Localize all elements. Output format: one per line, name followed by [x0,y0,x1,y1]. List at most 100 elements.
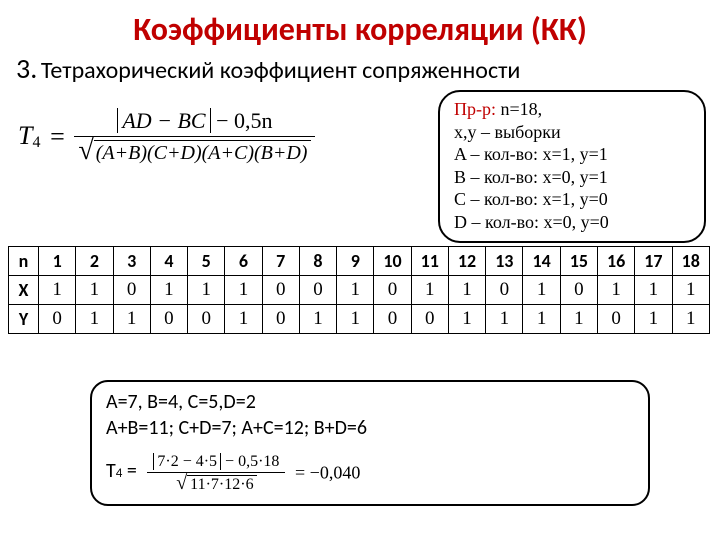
col-header: 7 [262,247,299,276]
legend-line-pr: Пр-р: n=18, [454,98,692,121]
cell: 0 [150,305,187,334]
equals-sign: = [44,122,71,152]
cell: 1 [523,305,560,334]
cell: 0 [597,305,634,334]
sqrt-icon: √ [176,475,187,494]
cell: 1 [39,276,76,305]
cell: 1 [337,305,374,334]
col-header: 4 [150,247,187,276]
formula-fraction: AD − BC − 0,5n √ (A+B)(C+D)(A+C)(B+D) [74,106,315,167]
cell: 1 [76,305,113,334]
cell: 0 [262,305,299,334]
cell: 1 [299,305,336,334]
formula-subscript: 4 [32,134,40,151]
legend-line: D – кол-во: x=0, y=0 [454,211,692,234]
section-text: Тетрахорический коэффициент сопряженност… [41,56,520,85]
cell: 0 [374,276,411,305]
legend-line: B – кол-во: x=0, y=1 [454,166,692,189]
row-header-n: n [9,247,39,276]
table-row-header: n 1 2 3 4 5 6 7 8 9 10 11 12 13 14 15 16… [9,247,710,276]
col-header: 11 [411,247,448,276]
calc-abs: 7·2 − 4·5 [153,453,221,470]
calc-numerator: 7·2 − 4·5 − 0,5·18 [147,452,285,473]
legend-line: x,y – выборки [454,121,692,144]
formula-numerator: AD − BC − 0,5n [74,106,315,137]
cell: 1 [448,276,485,305]
legend-line: A – кол-во: x=1, y=1 [454,143,692,166]
legend-box: Пр-р: n=18, x,y – выборки A – кол-во: x=… [438,90,706,243]
col-header: 13 [486,247,523,276]
calc-line-3: Т4 = 7·2 − 4·5 − 0,5·18 √ 11·7·12·6 = −0… [106,452,634,494]
page-title: Коэффициенты корреляции (КК) [0,0,720,51]
calc-denominator: √ 11·7·12·6 [147,473,285,494]
num-tail: − 0,5n [211,108,273,133]
section-subtitle: 3. Тетрахорический коэффициент сопряженн… [0,51,720,88]
table-row-x: X 1 1 0 1 1 1 0 0 1 0 1 1 0 1 0 1 1 1 [9,276,710,305]
legend-line: C – кол-во: x=1, y=0 [454,188,692,211]
col-header: 2 [76,247,113,276]
cell: 1 [672,305,709,334]
cell: 0 [299,276,336,305]
sqrt-wrap: √ (A+B)(C+D)(A+C)(B+D) [78,140,311,165]
col-header: 16 [597,247,634,276]
col-header: 15 [560,247,597,276]
row-header-y: Y [9,305,39,334]
cell: 1 [560,305,597,334]
col-header: 12 [448,247,485,276]
calc-sqrt-body: 11·7·12·6 [187,475,256,494]
col-header: 17 [635,247,672,276]
formula-symbol: T [18,121,32,150]
cell: 1 [188,276,225,305]
cell: 0 [39,305,76,334]
cell: 1 [597,276,634,305]
data-table: n 1 2 3 4 5 6 7 8 9 10 11 12 13 14 15 16… [8,246,710,334]
col-header: 6 [225,247,262,276]
col-header: 14 [523,247,560,276]
t4-result-label: Т4 = [106,459,141,483]
cell: 0 [262,276,299,305]
cell: 0 [560,276,597,305]
col-header: 3 [113,247,150,276]
formula-lhs: T4 [18,121,40,152]
cell: 1 [448,305,485,334]
cell: 1 [76,276,113,305]
formula-t4: T4 = AD − BC − 0,5n √ (A+B)(C+D)(A+C)(B+… [18,106,408,167]
calc-line-2: А+В=11; С+D=7; А+С=12; В+D=6 [106,416,634,440]
cell: 1 [337,276,374,305]
calc-result: = −0,040 [295,463,360,483]
sqrt-icon: √ [78,140,93,165]
cell: 1 [225,276,262,305]
cell: 0 [113,276,150,305]
table-row-y: Y 0 1 1 0 0 1 0 1 1 0 0 1 1 1 1 0 1 1 [9,305,710,334]
t4-letter: Т [106,459,116,483]
cell: 1 [411,276,448,305]
abs-expr: AD − BC [117,108,210,133]
col-header: 10 [374,247,411,276]
cell: 1 [523,276,560,305]
calc-fraction: 7·2 − 4·5 − 0,5·18 √ 11·7·12·6 [147,452,285,494]
cell: 1 [486,305,523,334]
col-header: 8 [299,247,336,276]
row-header-x: X [9,276,39,305]
cell: 0 [486,276,523,305]
calc-line-1: А=7, В=4, С=5,D=2 [106,390,634,414]
cell: 0 [374,305,411,334]
cell: 1 [150,276,187,305]
legend-pr-value: n=18, [496,99,542,119]
cell: 1 [672,276,709,305]
cell: 1 [225,305,262,334]
col-header: 1 [39,247,76,276]
calc-num-tail: − 0,5·18 [221,453,279,470]
cell: 1 [635,276,672,305]
col-header: 18 [672,247,709,276]
t4-eq: = [122,459,136,483]
cell: 0 [411,305,448,334]
calculation-box: А=7, В=4, С=5,D=2 А+В=11; С+D=7; А+С=12;… [90,380,650,506]
sqrt-body: (A+B)(C+D)(A+C)(B+D) [94,140,312,165]
formula-denominator: √ (A+B)(C+D)(A+C)(B+D) [74,137,315,167]
cell: 1 [635,305,672,334]
cell: 0 [188,305,225,334]
col-header: 9 [337,247,374,276]
col-header: 5 [188,247,225,276]
legend-pr-label: Пр-р: [454,99,496,119]
